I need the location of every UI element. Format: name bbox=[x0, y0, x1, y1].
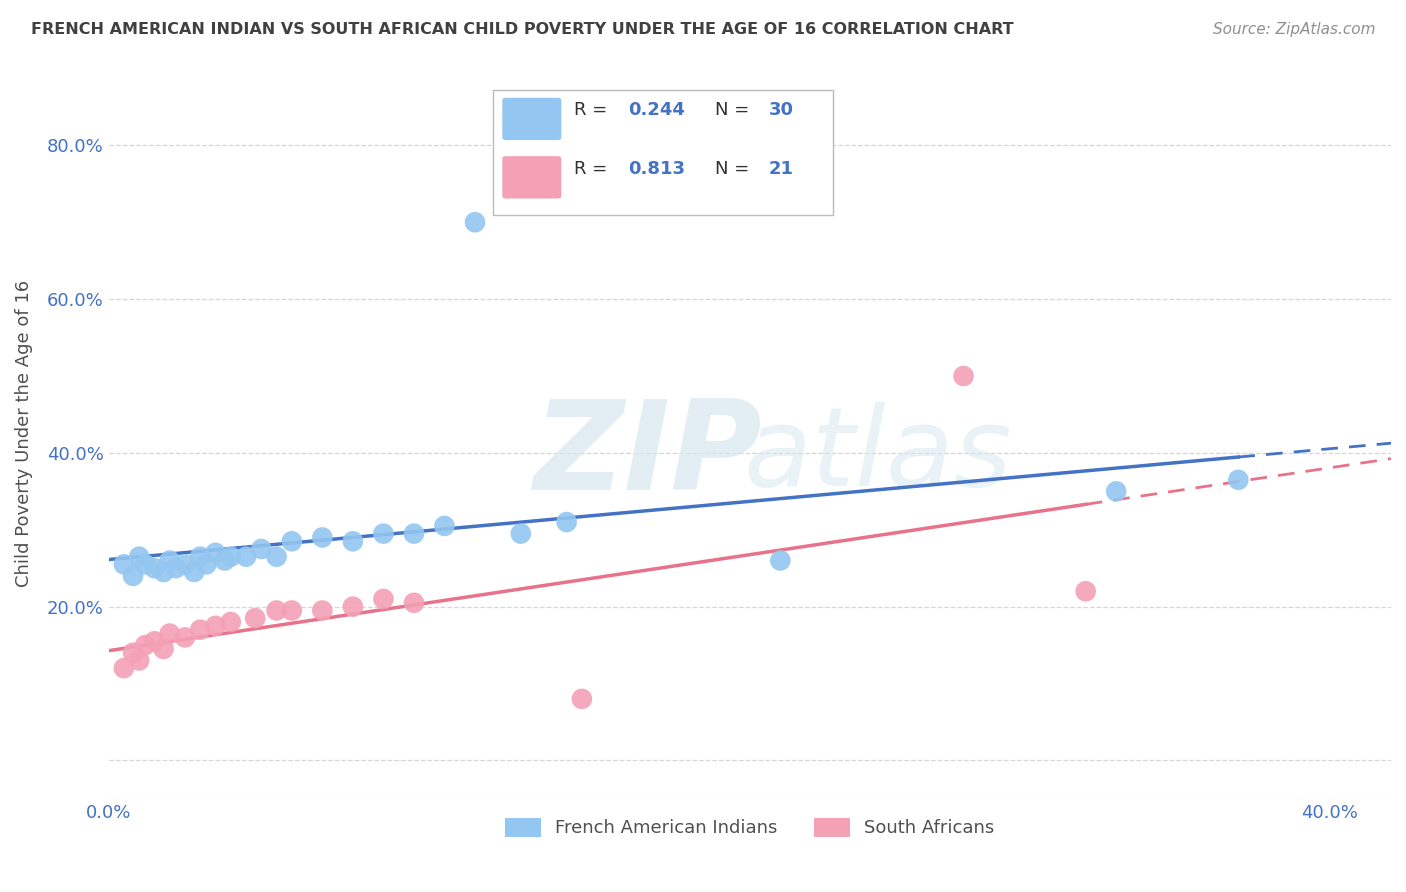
Point bbox=[128, 653, 150, 667]
Point bbox=[134, 558, 156, 572]
Point bbox=[152, 641, 174, 656]
Point bbox=[143, 561, 166, 575]
Point bbox=[250, 541, 273, 556]
Point bbox=[464, 215, 486, 229]
Text: 30: 30 bbox=[769, 102, 794, 120]
Point bbox=[402, 596, 425, 610]
Point bbox=[159, 553, 181, 567]
Point bbox=[509, 526, 531, 541]
Text: R =: R = bbox=[574, 102, 613, 120]
Point bbox=[311, 603, 333, 617]
Text: 0.244: 0.244 bbox=[628, 102, 685, 120]
Point bbox=[281, 603, 304, 617]
Point bbox=[143, 634, 166, 648]
Point bbox=[769, 553, 792, 567]
Point bbox=[122, 646, 145, 660]
Text: 0.813: 0.813 bbox=[628, 160, 685, 178]
Point bbox=[1105, 484, 1128, 499]
Point bbox=[159, 626, 181, 640]
Point bbox=[219, 615, 242, 629]
Text: 21: 21 bbox=[769, 160, 794, 178]
Text: ZIP: ZIP bbox=[533, 395, 762, 516]
FancyBboxPatch shape bbox=[494, 90, 834, 215]
Point bbox=[243, 611, 266, 625]
Text: FRENCH AMERICAN INDIAN VS SOUTH AFRICAN CHILD POVERTY UNDER THE AGE OF 16 CORREL: FRENCH AMERICAN INDIAN VS SOUTH AFRICAN … bbox=[31, 22, 1014, 37]
Point bbox=[112, 558, 135, 572]
Point bbox=[174, 631, 197, 645]
Point bbox=[134, 638, 156, 652]
Point bbox=[122, 569, 145, 583]
FancyBboxPatch shape bbox=[502, 98, 561, 140]
Text: Source: ZipAtlas.com: Source: ZipAtlas.com bbox=[1212, 22, 1375, 37]
Point bbox=[188, 549, 211, 564]
Point bbox=[235, 549, 257, 564]
Point bbox=[266, 549, 288, 564]
Point bbox=[188, 623, 211, 637]
FancyBboxPatch shape bbox=[502, 156, 561, 199]
Point bbox=[152, 565, 174, 579]
Point bbox=[281, 534, 304, 549]
Point bbox=[342, 534, 364, 549]
Point bbox=[952, 369, 974, 384]
Point bbox=[402, 526, 425, 541]
Point bbox=[373, 526, 395, 541]
Text: N =: N = bbox=[716, 102, 755, 120]
Point bbox=[342, 599, 364, 614]
Point bbox=[373, 591, 395, 606]
Text: R =: R = bbox=[574, 160, 619, 178]
Point bbox=[1227, 473, 1250, 487]
Point bbox=[195, 558, 218, 572]
Point bbox=[555, 515, 578, 529]
Point bbox=[311, 531, 333, 545]
Point bbox=[174, 558, 197, 572]
Y-axis label: Child Poverty Under the Age of 16: Child Poverty Under the Age of 16 bbox=[15, 280, 32, 587]
Legend: French American Indians, South Africans: French American Indians, South Africans bbox=[498, 811, 1002, 845]
Text: N =: N = bbox=[716, 160, 755, 178]
Point bbox=[571, 692, 593, 706]
Point bbox=[214, 553, 236, 567]
Text: atlas: atlas bbox=[744, 402, 1012, 509]
Point bbox=[112, 661, 135, 675]
Point bbox=[1074, 584, 1097, 599]
Point bbox=[266, 603, 288, 617]
Point bbox=[165, 561, 187, 575]
Point bbox=[204, 546, 226, 560]
Point bbox=[219, 549, 242, 564]
Point bbox=[433, 519, 456, 533]
Point bbox=[128, 549, 150, 564]
Point bbox=[183, 565, 205, 579]
Point bbox=[204, 619, 226, 633]
